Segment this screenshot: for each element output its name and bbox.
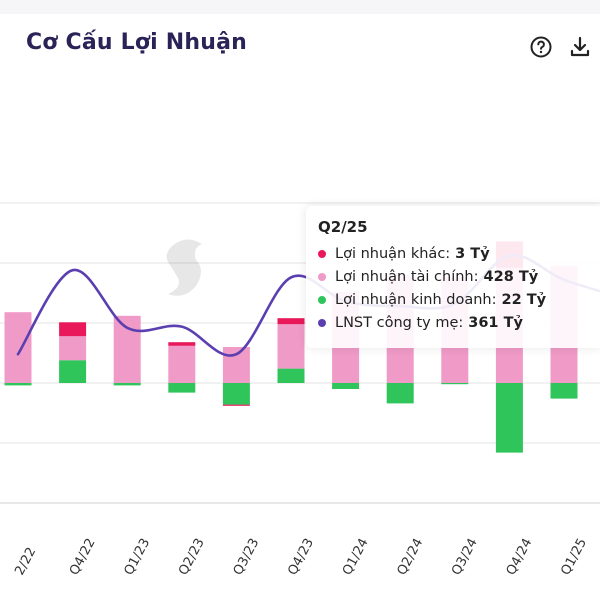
- bar-segment[interactable]: [332, 383, 360, 389]
- x-axis-labels: 2/22 Q4/22 Q1/23 Q2/23 Q3/23 Q4/23 Q1/24 Q2/24 Q…: [12, 536, 590, 578]
- bar-segment[interactable]: [59, 336, 87, 361]
- bar-segment[interactable]: [168, 342, 196, 346]
- bar-segment[interactable]: [277, 318, 305, 325]
- series-dot-financial: [318, 273, 326, 281]
- help-circle-icon[interactable]: [527, 33, 555, 61]
- watermark-logo: [166, 239, 202, 296]
- series-dot-business: [318, 296, 326, 304]
- x-tick-label: Q3/24: [449, 536, 481, 578]
- tooltip-title: Q2/25: [318, 218, 368, 236]
- bar-segment[interactable]: [113, 383, 141, 386]
- bar-segment[interactable]: [386, 383, 414, 404]
- tooltip-label: Lợi nhuận kinh doanh:: [335, 292, 497, 308]
- bar-segment[interactable]: [59, 360, 87, 383]
- x-tick-label: Q1/25: [558, 536, 590, 578]
- top-strip: [0, 0, 600, 14]
- bar-segment[interactable]: [222, 347, 250, 383]
- tooltip-value: 428 Tỷ: [483, 269, 539, 285]
- bar-segment[interactable]: [222, 383, 250, 405]
- x-tick-label: Q1/24: [340, 536, 372, 578]
- tooltip-row-other: Lợi nhuận khác: 3 Tỷ: [318, 246, 490, 262]
- tooltip-row-net: LNST công ty mẹ: 361 Tỷ: [318, 315, 523, 331]
- bar-segment[interactable]: [168, 345, 196, 383]
- bar-segment[interactable]: [113, 315, 141, 383]
- tooltip-row-financial: Lợi nhuận tài chính: 428 Tỷ: [318, 269, 538, 285]
- x-tick-label: Q3/23: [231, 536, 263, 578]
- x-tick-label: Q1/23: [121, 536, 153, 578]
- bar-segment[interactable]: [59, 322, 87, 337]
- x-tick-label: 2/22: [12, 545, 39, 578]
- bar-segment[interactable]: [277, 324, 305, 369]
- x-tick-label: Q4/23: [285, 536, 317, 578]
- bar-segment[interactable]: [277, 368, 305, 383]
- tooltip-label: Lợi nhuận khác:: [335, 246, 451, 262]
- bar-segment[interactable]: [4, 312, 32, 383]
- chart-title: Cơ Cấu Lợi Nhuận: [26, 30, 248, 55]
- x-tick-label: Q2/24: [394, 536, 426, 578]
- tooltip: Q2/25 Lợi nhuận khác: 3 Tỷ Lợi nhuận tài…: [306, 206, 600, 348]
- tooltip-value: 22 Tỷ: [501, 292, 547, 308]
- tooltip-value: 361 Tỷ: [468, 315, 523, 331]
- bar-segment[interactable]: [222, 404, 250, 406]
- x-tick-label: Q2/23: [176, 536, 208, 578]
- tooltip-value: 3 Tỷ: [455, 246, 490, 262]
- download-icon[interactable]: [566, 33, 594, 61]
- bar-segment[interactable]: [168, 383, 196, 393]
- x-tick-label: Q4/22: [67, 536, 99, 578]
- series-dot-other: [318, 250, 326, 258]
- tooltip-label: LNST công ty mẹ:: [335, 315, 464, 331]
- tooltip-row-business: Lợi nhuận kinh doanh: 22 Tỷ: [318, 292, 546, 308]
- series-dot-net: [318, 319, 326, 327]
- bar-segment[interactable]: [495, 383, 523, 453]
- x-tick-label: Q4/24: [504, 536, 536, 578]
- bar-segment[interactable]: [550, 383, 578, 399]
- bar-segment[interactable]: [4, 383, 32, 386]
- bar-segment[interactable]: [441, 383, 469, 385]
- tooltip-label: Lợi nhuận tài chính:: [335, 269, 479, 285]
